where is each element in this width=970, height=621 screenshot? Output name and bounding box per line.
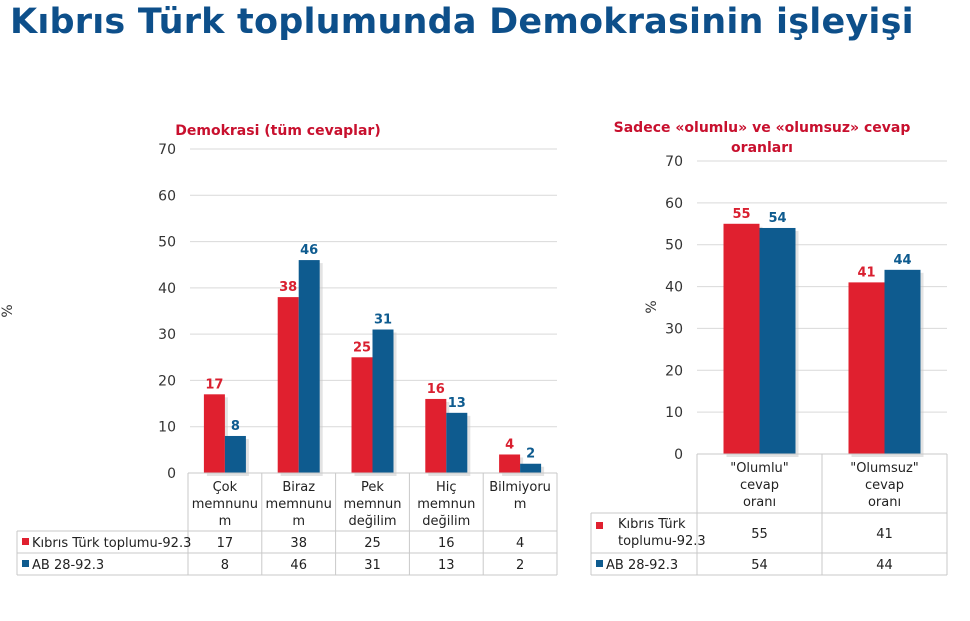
chart1-table-value-s2: 8	[221, 558, 229, 573]
chart1-y-tick-label: 10	[158, 420, 176, 436]
chart1-data-label-s1: 38	[279, 280, 297, 295]
chart2-y-tick-label: 10	[665, 405, 683, 421]
chart1-table-value-s1: 17	[217, 536, 234, 551]
chart2-bar-s1	[723, 223, 760, 454]
chart2-y-tick-label: 0	[674, 447, 683, 463]
chart1-bar-s1	[277, 297, 299, 473]
chart1-category-label: Hiç	[436, 480, 457, 495]
chart2-data-label-s2: 44	[893, 253, 911, 268]
chart1-title: Demokrasi (tüm cevaplar)	[175, 123, 380, 139]
chart2-bar-s1	[848, 282, 885, 454]
chart2-title: oranları	[731, 140, 793, 156]
chart2-category-label: cevap	[865, 478, 904, 493]
chart2-y-tick-label: 30	[665, 321, 683, 337]
chart2-y-tick-label: 20	[665, 363, 683, 379]
chart1-category-label: memnun	[343, 497, 401, 512]
chart1-bar-s1	[499, 454, 521, 473]
chart2-legend-label-s1: Kıbrıs Türk	[618, 517, 686, 532]
chart1-y-tick-label: 0	[167, 466, 176, 482]
chart1-category-label: değilim	[422, 514, 470, 529]
chart2-legend-label-s1: toplumu-92.3	[618, 534, 706, 549]
chart1-data-label-s1: 16	[427, 382, 445, 397]
chart1-table-value-s2: 46	[290, 558, 307, 573]
chart2-data-label-s1: 55	[732, 207, 750, 222]
chart2-category-label: "Olumlu"	[730, 461, 789, 476]
chart2-bar-s2	[884, 269, 921, 454]
chart1-bar-s2	[520, 463, 542, 473]
chart1-category-label: Biraz	[282, 480, 315, 495]
chart1-bar-s1	[203, 394, 225, 473]
chart1-data-label-s2: 31	[374, 313, 392, 328]
chart1-y-tick-label: 60	[158, 188, 176, 204]
chart1-data-label-s1: 25	[353, 340, 371, 355]
chart2-table-value-s1: 41	[876, 527, 893, 542]
chart1-category-label: memnunu	[192, 497, 258, 512]
chart1-category-label: Pek	[361, 480, 384, 495]
chart2-legend-key-s2	[596, 560, 603, 567]
chart2-table-value-s1: 55	[751, 527, 768, 542]
chart2-category-label: cevap	[740, 478, 779, 493]
chart1-table-value-s1: 38	[290, 536, 307, 551]
chart2-bar-s2	[759, 227, 796, 454]
chart2-legend-label-s2: AB 28-92.3	[606, 558, 678, 573]
chart1-data-label-s2: 46	[300, 243, 318, 258]
chart1-bar-s2	[446, 412, 468, 473]
chart2-table-value-s2: 44	[876, 558, 893, 573]
chart1-y-tick-label: 20	[158, 373, 176, 389]
chart1-bar-s1	[351, 357, 373, 473]
chart1-table-value-s1: 25	[364, 536, 381, 551]
chart2-data-label-s1: 41	[857, 265, 875, 280]
chart1-category-label: m	[219, 514, 232, 529]
chart1-category-label: Bilmiyoru	[489, 480, 551, 495]
chart1-category-label: değilim	[348, 514, 396, 529]
chart1-category-label: memnunu	[266, 497, 332, 512]
chart1-y-tick-label: 70	[158, 142, 176, 158]
chart2-y-tick-label: 40	[665, 280, 683, 296]
chart2-category-label: oranı	[743, 495, 776, 510]
chart1-data-label-s2: 13	[448, 396, 466, 411]
chart1-y-tick-label: 30	[158, 327, 176, 343]
chart1-bar-s2	[224, 435, 246, 473]
chart2-category-label: oranı	[868, 495, 901, 510]
chart1-legend-key-s2	[22, 560, 29, 567]
chart1-data-label-s2: 2	[526, 447, 535, 462]
chart1-category-label: m	[292, 514, 305, 529]
chart1-y-tick-label: 40	[158, 281, 176, 297]
chart2-y-axis-label: %	[644, 300, 660, 313]
chart1-legend-label-s2: AB 28-92.3	[32, 558, 104, 573]
chart1-bar-s2	[372, 329, 394, 473]
chart1-category-label: Çok	[213, 480, 238, 495]
chart2-table-value-s2: 54	[751, 558, 768, 573]
chart2-y-tick-label: 50	[665, 238, 683, 254]
chart1-data-label-s2: 8	[231, 419, 240, 434]
chart2-data-label-s2: 54	[768, 211, 786, 226]
chart1-data-label-s1: 17	[205, 377, 223, 392]
chart1-table-value-s2: 13	[438, 558, 455, 573]
chart2-category-label: "Olumsuz"	[850, 461, 919, 476]
chart1-bar-s1	[425, 398, 447, 473]
chart1-legend-label-s1: Kıbrıs Türk toplumu-92.3	[32, 536, 191, 551]
chart1-table-value-s2: 31	[364, 558, 381, 573]
chart1-y-tick-label: 50	[158, 235, 176, 251]
chart1-bar-s2	[298, 260, 320, 473]
chart2-title: Sadece «olumlu» ve «olumsuz» cevap	[614, 120, 911, 136]
chart1-table-value-s1: 4	[516, 536, 524, 551]
chart1-y-axis-label: %	[0, 304, 16, 317]
chart2-y-tick-label: 70	[665, 154, 683, 170]
chart1-table-value-s2: 2	[516, 558, 524, 573]
chart2-y-tick-label: 60	[665, 196, 683, 212]
chart2-legend-key-s1	[596, 522, 603, 529]
page-title: Kıbrıs Türk toplumunda Demokrasinin işle…	[10, 2, 914, 42]
chart1-legend-key-s1	[22, 538, 29, 545]
chart1-category-label: memnun	[417, 497, 475, 512]
chart1-data-label-s1: 4	[505, 437, 514, 452]
chart1-table-value-s1: 16	[438, 536, 455, 551]
chart1-category-label: m	[514, 497, 527, 512]
